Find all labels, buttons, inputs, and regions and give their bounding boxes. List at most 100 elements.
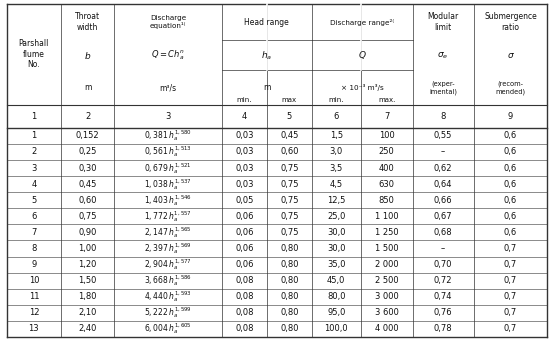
Text: 1 500: 1 500 xyxy=(375,244,398,253)
Text: 3: 3 xyxy=(165,112,171,121)
Text: $Q = Ch_a^n$: $Q = Ch_a^n$ xyxy=(151,49,185,62)
Text: 7: 7 xyxy=(384,112,389,121)
Text: $\sigma$: $\sigma$ xyxy=(506,51,515,60)
Text: Throat
width: Throat width xyxy=(75,13,100,32)
Text: m³/s: m³/s xyxy=(160,83,177,92)
Text: 0,7: 0,7 xyxy=(504,324,517,333)
Text: 12: 12 xyxy=(29,308,39,317)
Text: $0,679\,h_a^{1,521}$: $0,679\,h_a^{1,521}$ xyxy=(144,161,192,176)
Text: 3 000: 3 000 xyxy=(375,292,398,301)
Text: 30,0: 30,0 xyxy=(327,244,346,253)
Text: 80,0: 80,0 xyxy=(327,292,346,301)
Text: 0,62: 0,62 xyxy=(434,164,453,173)
Text: $\sigma_e$: $\sigma_e$ xyxy=(438,50,449,61)
Text: 0,03: 0,03 xyxy=(235,180,254,189)
Text: 4: 4 xyxy=(31,180,37,189)
Text: 2 500: 2 500 xyxy=(375,276,398,285)
Text: 0,6: 0,6 xyxy=(504,164,517,173)
Text: 8: 8 xyxy=(440,112,446,121)
Text: 0,30: 0,30 xyxy=(79,164,97,173)
Text: min.: min. xyxy=(329,97,344,103)
Text: 0,7: 0,7 xyxy=(504,260,517,269)
Text: 3: 3 xyxy=(31,164,37,173)
Text: 0,7: 0,7 xyxy=(504,244,517,253)
Text: 0,80: 0,80 xyxy=(280,308,299,317)
Text: 0,60: 0,60 xyxy=(79,196,97,205)
Text: 0,6: 0,6 xyxy=(504,212,517,221)
Text: 0,75: 0,75 xyxy=(280,196,299,205)
Text: 1: 1 xyxy=(31,131,37,140)
Text: 0,06: 0,06 xyxy=(235,212,254,221)
Text: 2,10: 2,10 xyxy=(79,308,97,317)
Text: 0,06: 0,06 xyxy=(235,260,254,269)
Text: 4 000: 4 000 xyxy=(375,324,398,333)
Text: –: – xyxy=(441,244,445,253)
Text: 0,6: 0,6 xyxy=(504,180,517,189)
Text: 35,0: 35,0 xyxy=(327,260,346,269)
Text: 95,0: 95,0 xyxy=(327,308,346,317)
Text: $h_a$: $h_a$ xyxy=(261,49,273,62)
Text: Head range: Head range xyxy=(244,18,289,27)
Text: $1,403\,h_a^{1,546}$: $1,403\,h_a^{1,546}$ xyxy=(144,193,192,208)
Text: 45,0: 45,0 xyxy=(327,276,346,285)
Text: 0,06: 0,06 xyxy=(235,228,254,237)
Text: 1,5: 1,5 xyxy=(330,131,343,140)
Text: $2,904\,h_a^{1,577}$: $2,904\,h_a^{1,577}$ xyxy=(144,257,192,272)
Text: –: – xyxy=(441,148,445,157)
Text: 0,08: 0,08 xyxy=(235,308,254,317)
Text: $6,004\,h_a^{1,605}$: $6,004\,h_a^{1,605}$ xyxy=(144,322,192,336)
Text: 0,76: 0,76 xyxy=(434,308,453,317)
Text: 11: 11 xyxy=(29,292,39,301)
Text: 250: 250 xyxy=(379,148,394,157)
Text: 0,75: 0,75 xyxy=(280,212,299,221)
Text: 2 000: 2 000 xyxy=(375,260,398,269)
Text: 0,75: 0,75 xyxy=(79,212,97,221)
Text: 9: 9 xyxy=(31,260,37,269)
Text: $3,668\,h_a^{1,586}$: $3,668\,h_a^{1,586}$ xyxy=(144,273,192,288)
Text: Discharge range²⁽: Discharge range²⁽ xyxy=(330,19,394,26)
Text: 3 600: 3 600 xyxy=(375,308,398,317)
Text: $b$: $b$ xyxy=(84,50,91,61)
Text: 0,60: 0,60 xyxy=(280,148,299,157)
Text: 0,08: 0,08 xyxy=(235,276,254,285)
Text: 0,90: 0,90 xyxy=(79,228,97,237)
Text: $2,147\,h_a^{1,565}$: $2,147\,h_a^{1,565}$ xyxy=(144,225,192,240)
Text: 1,80: 1,80 xyxy=(79,292,97,301)
Text: 0,06: 0,06 xyxy=(235,244,254,253)
Text: 8: 8 xyxy=(31,244,37,253)
Text: 0,68: 0,68 xyxy=(434,228,453,237)
Text: m: m xyxy=(263,83,270,92)
Text: 850: 850 xyxy=(379,196,394,205)
Text: 1,00: 1,00 xyxy=(79,244,97,253)
Text: 5: 5 xyxy=(286,112,292,121)
Text: $4,440\,h_a^{1,593}$: $4,440\,h_a^{1,593}$ xyxy=(144,289,192,304)
Text: 0,08: 0,08 xyxy=(235,292,254,301)
Text: 2,40: 2,40 xyxy=(79,324,97,333)
Text: 4,5: 4,5 xyxy=(330,180,343,189)
Text: 100: 100 xyxy=(379,131,394,140)
Text: 0,45: 0,45 xyxy=(79,180,97,189)
Text: 0,6: 0,6 xyxy=(504,196,517,205)
Text: 0,25: 0,25 xyxy=(79,148,97,157)
Text: 0,67: 0,67 xyxy=(434,212,453,221)
Text: 0,7: 0,7 xyxy=(504,292,517,301)
Text: $0,381\,h_a^{1,580}$: $0,381\,h_a^{1,580}$ xyxy=(144,129,192,143)
Text: 0,64: 0,64 xyxy=(434,180,453,189)
Text: max: max xyxy=(281,97,297,103)
Text: 0,7: 0,7 xyxy=(504,308,517,317)
Text: 0,45: 0,45 xyxy=(280,131,299,140)
Text: 400: 400 xyxy=(379,164,394,173)
Text: 1,20: 1,20 xyxy=(79,260,97,269)
Text: 9: 9 xyxy=(508,112,513,121)
Text: $2,397\,h_a^{1,569}$: $2,397\,h_a^{1,569}$ xyxy=(144,241,192,256)
Text: (exper-
imental): (exper- imental) xyxy=(429,80,457,94)
Text: 2: 2 xyxy=(85,112,90,121)
Text: 0,72: 0,72 xyxy=(434,276,453,285)
Text: Discharge
equation¹⁽: Discharge equation¹⁽ xyxy=(150,15,186,29)
Text: 4: 4 xyxy=(242,112,247,121)
Text: 0,152: 0,152 xyxy=(76,131,100,140)
Text: 6: 6 xyxy=(334,112,339,121)
Text: 3,5: 3,5 xyxy=(330,164,343,173)
Text: 0,66: 0,66 xyxy=(434,196,453,205)
Text: 0,6: 0,6 xyxy=(504,131,517,140)
